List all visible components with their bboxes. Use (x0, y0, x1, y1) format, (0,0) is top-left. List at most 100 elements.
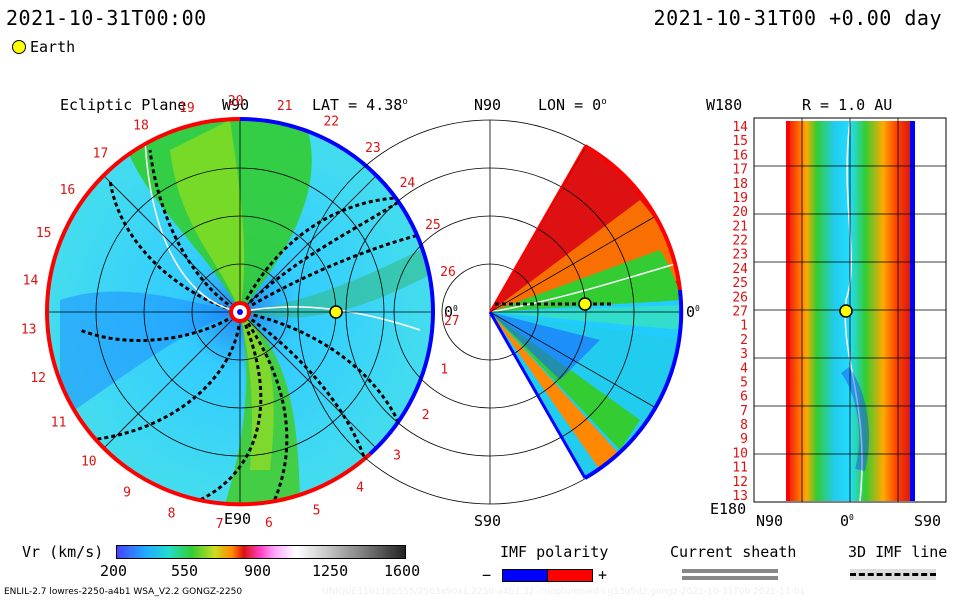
radial-y-label: 16 (732, 148, 748, 163)
colorbar-tick-900: 900 (244, 562, 272, 580)
carrington-label: 3 (393, 448, 401, 463)
radial-y-label: 5 (740, 376, 748, 391)
radial-y-label: 10 (732, 446, 748, 461)
carrington-label: 18 (133, 119, 149, 134)
imf-minus-label: − (482, 566, 492, 584)
carrington-label: 6 (265, 516, 273, 531)
current-sheath-line-2 (682, 576, 778, 580)
radial-x-label-n90: N90 (756, 512, 784, 530)
carrington-label: 16 (60, 183, 76, 198)
earth-marker-meridional (578, 297, 592, 311)
earth-marker-ecliptic (329, 305, 343, 319)
colorbar (116, 545, 406, 559)
radial-y-label: 8 (740, 418, 748, 433)
ecliptic-rim-negative (239, 117, 436, 456)
radial-y-label: 3 (740, 347, 748, 362)
ecliptic-right-label: 00 (444, 303, 458, 321)
carrington-label: 9 (123, 486, 131, 501)
earth-legend-label: Earth (30, 38, 76, 56)
carrington-label: 24 (400, 176, 416, 191)
earth-icon (12, 40, 26, 54)
radial-y-label: 13 (732, 489, 748, 504)
radial-y-label: 6 (740, 390, 748, 405)
ecliptic-rim-positive (44, 117, 372, 507)
radial-y-label: 4 (740, 361, 748, 376)
radial-y-label: 11 (732, 461, 748, 476)
ecliptic-top-label: W90 (222, 96, 250, 114)
radial-bottom-label: E180 (710, 500, 747, 518)
radial-y-label: 15 (732, 134, 748, 149)
meridional-top-label: N90 (474, 96, 502, 114)
ecliptic-title: Ecliptic Plane (60, 96, 187, 114)
carrington-label: 23 (365, 141, 381, 156)
radial-x-label-zero: 00 (840, 512, 854, 530)
radial-y-label: 22 (732, 234, 748, 249)
carrington-label: 21 (277, 99, 293, 114)
footer-run-id: UNIQUE110118b555/2563x90x1.2250-a4b1.32-… (322, 587, 806, 597)
radial-y-label: 12 (732, 475, 748, 490)
current-sheath-title: Current sheath (670, 543, 797, 561)
meridional-lon-label: LON = 0o (538, 96, 607, 114)
radial-y-label: 24 (732, 262, 748, 277)
earth-marker-radial (839, 304, 853, 318)
imf-positive-swatch (547, 569, 593, 582)
radial-top-label: W180 (706, 96, 743, 114)
carrington-label: 19 (179, 101, 195, 116)
radial-y-label: 26 (732, 290, 748, 305)
carrington-label: 26 (440, 265, 456, 280)
current-sheath-line-1 (682, 569, 778, 573)
carrington-label: 22 (323, 115, 339, 130)
colorbar-tick-200: 200 (100, 562, 128, 580)
radial-y-label: 17 (732, 163, 748, 178)
radial-y-label: 7 (740, 404, 748, 419)
carrington-label: 1 (440, 363, 448, 378)
radial-y-label: 14 (732, 120, 748, 135)
radial-y-label: 23 (732, 248, 748, 263)
carrington-label: 2 (422, 408, 430, 423)
imf-line-title: 3D IMF line (848, 543, 948, 561)
radial-y-label: 27 (732, 305, 748, 320)
imf-polarity-title: IMF polarity (500, 543, 609, 561)
radial-y-label: 18 (732, 177, 748, 192)
carrington-label: 20 (228, 94, 244, 109)
radial-y-label: 19 (732, 191, 748, 206)
carrington-label: 10 (81, 455, 97, 470)
meridional-right-label: 00 (686, 303, 700, 321)
carrington-label: 12 (30, 371, 46, 386)
radial-x-label-s90: S90 (914, 512, 942, 530)
imf-line-sample (850, 573, 936, 576)
radial-y-label: 2 (740, 333, 748, 348)
radial-y-label: 9 (740, 432, 748, 447)
colorbar-tick-550: 550 (171, 562, 199, 580)
colorbar-tick-1600: 1600 (384, 562, 421, 580)
radial-y-label: 20 (732, 205, 748, 220)
carrington-label: 4 (356, 481, 364, 496)
carrington-label: 13 (21, 323, 37, 338)
imf-negative-swatch (502, 569, 548, 582)
carrington-label: 11 (51, 416, 67, 431)
colorbar-label: Vr (km/s) (22, 543, 104, 561)
run-time-left: 2021-10-31T00:00 (6, 6, 207, 30)
radial-y-label: 25 (732, 276, 748, 291)
ecliptic-bottom-label: E90 (224, 510, 252, 528)
radial-y-label: 1 (740, 319, 748, 334)
carrington-label: 7 (216, 517, 224, 532)
carrington-label: 17 (93, 146, 109, 161)
carrington-label: 5 (313, 504, 321, 519)
carrington-label: 15 (36, 226, 52, 241)
meridional-bottom-label: S90 (474, 512, 502, 530)
footer-run-info: ENLIL-2.7 lowres-2250-a4b1 WSA_V2.2 GONG… (4, 587, 243, 597)
ecliptic-lat-label: LAT = 4.38o (312, 96, 408, 114)
colorbar-tick-1250: 1250 (312, 562, 349, 580)
carrington-label: 14 (23, 273, 39, 288)
run-time-right: 2021-10-31T00 +0.00 day (653, 6, 942, 30)
radial-y-label: 21 (732, 219, 748, 234)
carrington-label: 25 (425, 218, 441, 233)
radial-title: R = 1.0 AU (802, 96, 893, 114)
carrington-label: 27 (444, 314, 460, 329)
imf-plus-label: + (598, 566, 608, 584)
carrington-label: 8 (168, 507, 176, 522)
